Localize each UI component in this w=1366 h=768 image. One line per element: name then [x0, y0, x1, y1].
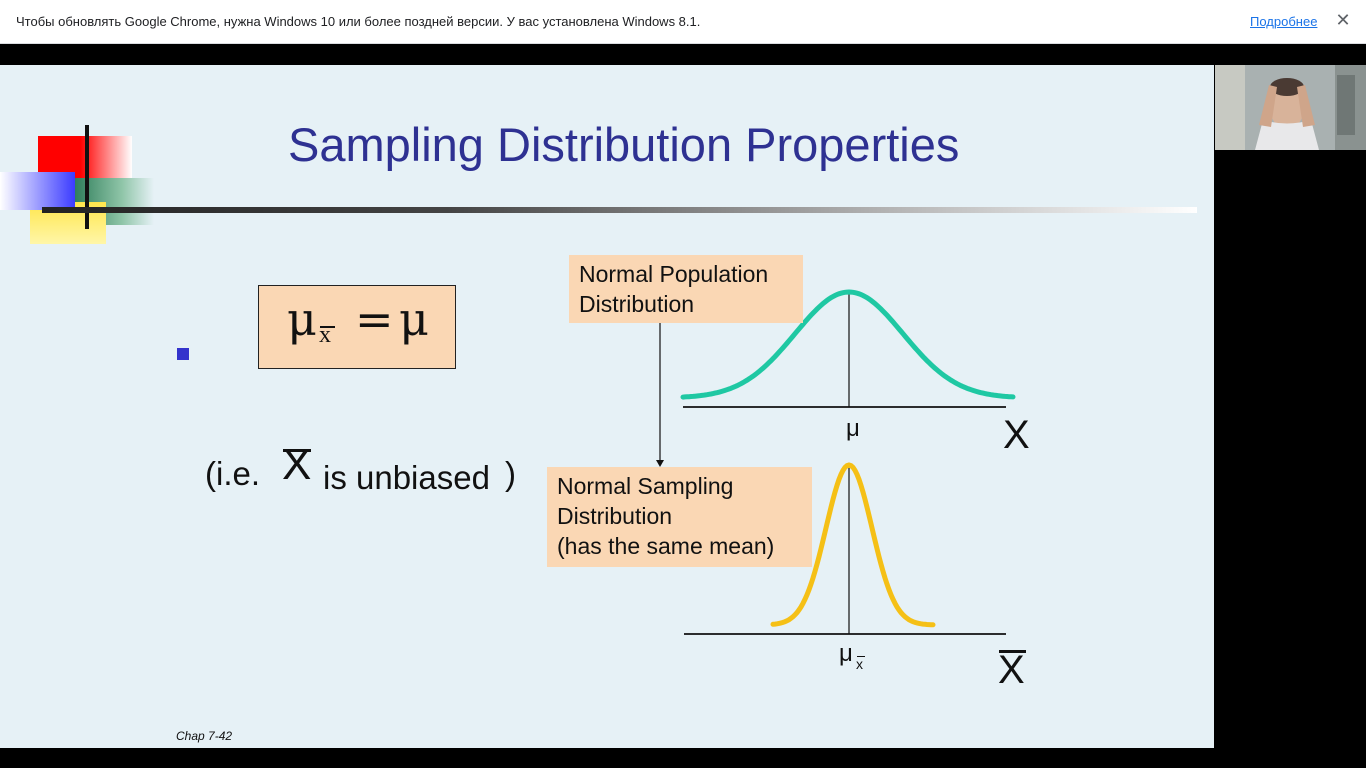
sampling-mean-label: μ	[839, 640, 853, 667]
connector-arrow-head	[656, 460, 664, 467]
sampling-axis-overline	[999, 650, 1026, 653]
infobar-message: Чтобы обновлять Google Chrome, нужна Win…	[16, 14, 701, 29]
formula-mu-symbol: μ	[287, 292, 317, 346]
population-curve	[680, 289, 1016, 400]
population-axis-label: X	[1003, 413, 1030, 457]
sampling-label-line2: Distribution	[557, 503, 673, 529]
close-icon[interactable]: ✕	[1335, 10, 1351, 30]
webcam-video-thumbnail[interactable]	[1215, 65, 1366, 150]
population-mean-label: μ	[846, 415, 860, 442]
sampling-axis-label: X	[998, 648, 1025, 692]
chrome-update-infobar: Чтобы обновлять Google Chrome, нужна Win…	[0, 0, 1366, 44]
sampling-mean-subscript-bar	[857, 656, 865, 657]
sampling-curve	[770, 462, 936, 628]
presenter-video-image	[1215, 65, 1366, 150]
population-label-line2: Distribution	[579, 291, 695, 317]
presentation-slide: Sampling Distribution Properties μ x = μ…	[0, 65, 1214, 748]
ie-prefix: (i.e.	[205, 455, 261, 492]
ie-suffix: is unbiased	[323, 459, 490, 496]
sampling-label-line1: Normal Sampling	[557, 473, 734, 499]
sampling-label-box: Normal Sampling Distribution (has the sa…	[547, 467, 812, 567]
title-underline	[42, 207, 1197, 213]
distribution-graphs	[656, 289, 1016, 635]
formula-mu-rhs: μ	[399, 292, 429, 346]
learn-more-link[interactable]: Подробнее	[1250, 14, 1318, 29]
formula-subscript-bar	[320, 326, 335, 328]
formula-subscript: x	[319, 322, 331, 348]
slide-title: Sampling Distribution Properties	[288, 118, 960, 171]
deco-blue-square	[0, 172, 75, 210]
xbar-overline	[283, 449, 311, 452]
bullet-marker	[177, 348, 189, 360]
sampling-label-line3: (has the same mean)	[557, 533, 775, 559]
sampling-mean-subscript: x	[856, 656, 863, 672]
xbar-symbol: X	[282, 440, 312, 489]
formula-equals: =	[355, 292, 394, 346]
slide-footer: Chap 7-42	[176, 729, 233, 743]
mean-formula-box: μ x = μ	[258, 285, 456, 369]
deco-vertical-line	[85, 125, 89, 229]
population-label-box: Normal Population Distribution	[569, 255, 803, 323]
ie-close-paren: )	[505, 455, 516, 492]
population-label-line1: Normal Population	[579, 261, 769, 287]
